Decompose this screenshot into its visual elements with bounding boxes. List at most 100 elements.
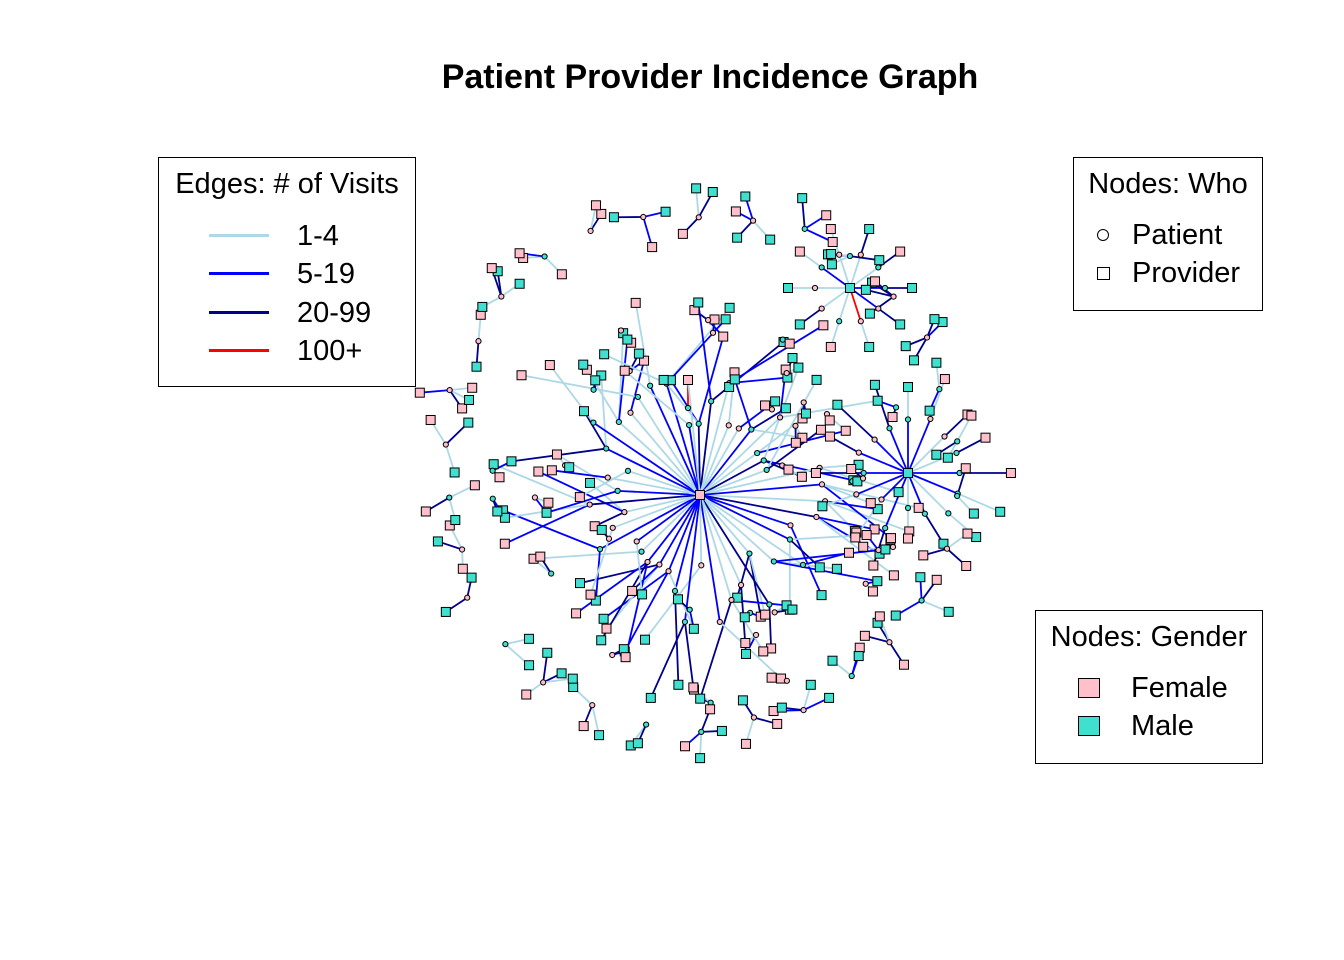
graph-edge (629, 412, 701, 496)
graph-edge (824, 500, 910, 533)
edge-label-1-4: 1-4 (297, 220, 339, 252)
provider-node (864, 308, 875, 319)
patient-node (750, 714, 757, 721)
graph-edge (684, 621, 695, 688)
edge-swatch-20-99 (209, 311, 269, 314)
patient-node (904, 504, 912, 512)
patient-node (904, 416, 912, 423)
provider-node (766, 672, 777, 683)
provider-node (888, 570, 899, 581)
patient-node (587, 227, 594, 235)
patient-node (531, 494, 539, 501)
provider-node (740, 191, 751, 202)
provider-node (770, 396, 781, 407)
graph-edge (665, 383, 701, 496)
provider-node (918, 550, 929, 561)
graph-edge (504, 503, 591, 545)
provider-node (688, 623, 699, 634)
provider-node (486, 263, 497, 274)
patient-node (609, 651, 616, 659)
provider-node (824, 431, 835, 442)
provider-node (619, 365, 630, 376)
graph-edge (699, 494, 817, 518)
provider-node (913, 502, 924, 513)
provider-square-icon (1097, 267, 1110, 280)
provider-node (543, 497, 554, 508)
patient-node (614, 487, 621, 494)
provider-node (740, 648, 751, 659)
graph-edge (624, 494, 701, 514)
graph-edge (766, 429, 822, 471)
provider-node (816, 590, 827, 601)
patient-node (708, 398, 715, 405)
graph-edge (697, 302, 713, 402)
provider-node (695, 753, 706, 764)
patient-node (875, 264, 882, 271)
provider-node (893, 487, 904, 498)
provider-node (514, 278, 525, 289)
edge-label-100-plus: 100+ (297, 335, 363, 367)
edge-label-5-19: 5-19 (297, 258, 356, 290)
graph-edge (699, 483, 823, 496)
provider-node (765, 234, 776, 245)
graph-edge (815, 516, 895, 577)
male-swatch (1078, 716, 1100, 736)
provider-node (880, 544, 891, 555)
patient-node (489, 495, 496, 502)
provider-node (571, 608, 582, 619)
provider-node (826, 259, 837, 270)
graph-edge (687, 379, 701, 496)
female-swatch (1078, 678, 1100, 698)
graph-edge (575, 561, 649, 615)
graph-edge (579, 470, 629, 498)
provider-node (535, 551, 546, 562)
provider-node (693, 297, 704, 308)
provider-node (995, 506, 1006, 517)
provider-node (821, 210, 832, 221)
patient-node (686, 606, 693, 613)
provider-node (815, 424, 826, 435)
patient-node (921, 510, 928, 517)
provider-node (859, 630, 870, 641)
graph-edge (589, 494, 701, 506)
patient-node (763, 466, 770, 474)
who-label-provider: Provider (1132, 257, 1240, 289)
provider-node (590, 200, 601, 211)
provider-node (546, 465, 557, 476)
provider-node (846, 463, 857, 474)
provider-node (903, 468, 913, 478)
gender-legend: Nodes: Gender Female Male (1035, 610, 1263, 764)
patient-node (859, 475, 867, 482)
provider-node (867, 586, 878, 597)
patient-node (498, 293, 505, 300)
provider-node (627, 585, 638, 596)
graph-edge (649, 621, 686, 699)
patient-node (624, 467, 632, 474)
provider-node (622, 334, 633, 345)
provider-node (578, 406, 589, 417)
provider-node (542, 647, 553, 658)
provider-node (449, 467, 460, 478)
provider-node (492, 506, 503, 517)
provider-node (737, 695, 748, 706)
provider-node (464, 394, 475, 405)
provider-node (564, 462, 575, 473)
provider-node (450, 515, 461, 526)
provider-node (574, 492, 585, 503)
provider-node (874, 611, 885, 622)
provider-node (794, 319, 805, 330)
provider-node (929, 314, 940, 325)
patient-node (633, 538, 640, 545)
patient-node (638, 548, 645, 555)
patient-node (875, 547, 882, 554)
graph-edge (699, 494, 721, 623)
graph-edge (636, 494, 701, 543)
provider-node (541, 507, 552, 518)
graph-edge (556, 453, 619, 492)
provider-node (730, 206, 741, 217)
graph-edge (699, 401, 713, 496)
graph-edge (533, 550, 642, 560)
provider-node (971, 532, 982, 543)
patient-node (799, 561, 807, 569)
provider-node (596, 524, 607, 535)
